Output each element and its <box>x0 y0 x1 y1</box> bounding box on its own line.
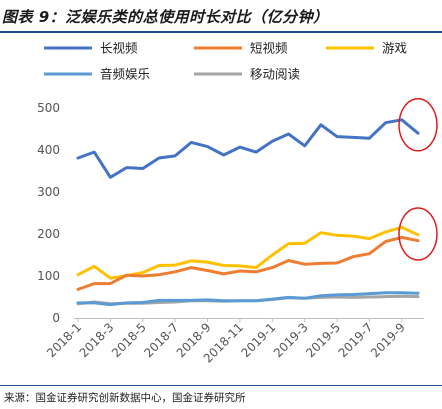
legend-label-2: 游戏 <box>382 41 407 56</box>
x-tick-label-2018-5: 2018-5 <box>109 320 149 360</box>
chart-highlights <box>398 98 438 261</box>
x-tick-label-2019-1: 2019-1 <box>238 320 278 360</box>
x-tick-label-2019-5: 2019-5 <box>303 320 343 360</box>
y-tick-label-300: 300 <box>37 185 60 199</box>
y-tick-label-500: 500 <box>37 101 60 115</box>
highlight-circle-1 <box>398 207 438 261</box>
x-tick-label-2019-7: 2019-7 <box>336 320 376 360</box>
chart-title: 图表 9：泛娱乐类的总使用时长对比（亿分钟） <box>2 8 329 26</box>
series-line-0 <box>76 118 420 179</box>
x-tick-label-2018-1: 2018-1 <box>44 320 84 360</box>
series-line-3 <box>76 291 420 307</box>
legend-label-0: 长视频 <box>100 41 138 56</box>
highlight-circle-0 <box>398 98 438 152</box>
chart-axes: 0 100 200 300 400 500 2018-12018-32018-52018-7… <box>37 101 424 366</box>
legend-label-4: 移动阅读 <box>250 67 300 82</box>
y-tick-label-100: 100 <box>37 269 60 283</box>
source-divider <box>0 385 442 386</box>
legend-label-3: 音频娱乐 <box>100 67 150 82</box>
chart-series <box>76 118 420 307</box>
chart-source: 来源：国金证券研究创新数据中心，国金证券研究所 <box>4 392 246 404</box>
title-divider <box>0 31 442 33</box>
x-tick-label-2018-7: 2018-7 <box>141 320 181 360</box>
x-tick-label-2018-3: 2018-3 <box>77 320 117 360</box>
x-tick-label-2019-9: 2019-9 <box>368 320 408 360</box>
legend-label-1: 短视频 <box>250 41 288 56</box>
y-tick-label-0: 0 <box>52 311 60 325</box>
series-line-1 <box>76 235 420 291</box>
chart-title-bar: 图表 9：泛娱乐类的总使用时长对比（亿分钟） <box>0 0 442 34</box>
x-tick-label-2019-3: 2019-3 <box>271 320 311 360</box>
y-tick-label-200: 200 <box>37 227 60 241</box>
y-tick-label-400: 400 <box>37 143 60 157</box>
